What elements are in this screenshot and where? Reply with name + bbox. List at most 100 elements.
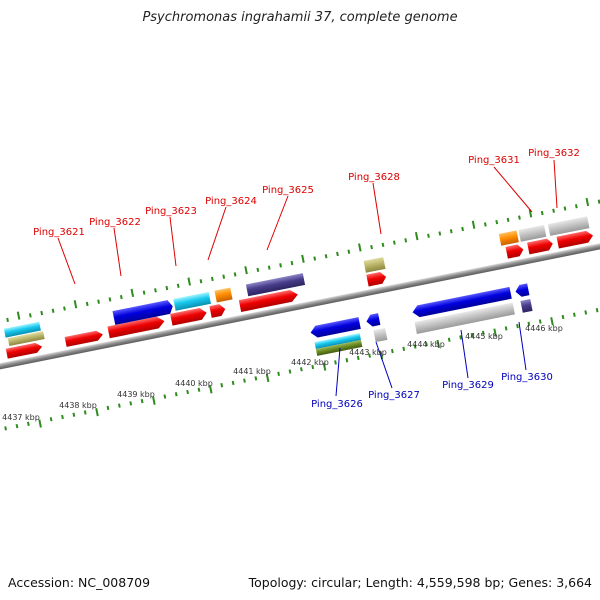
minor-tick [72, 412, 76, 417]
gene-box[interactable] [414, 302, 515, 334]
minor-tick [220, 383, 224, 388]
minor-tick [163, 394, 167, 399]
gene-label-ping-3629[interactable]: Ping_3629 [442, 380, 494, 391]
minor-tick [572, 312, 576, 317]
minor-tick [425, 342, 428, 347]
minor-tick [288, 369, 292, 374]
genome-summary-text: Topology: circular; Length: 4,559,598 bp… [248, 575, 592, 590]
minor-tick [106, 405, 110, 411]
minor-tick [63, 306, 66, 311]
gene-box[interactable] [518, 224, 547, 242]
gene-arrow[interactable] [5, 342, 43, 359]
gene-arrow[interactable] [514, 283, 530, 297]
minor-tick [402, 346, 406, 351]
gene-box[interactable] [373, 328, 388, 343]
scale-label: 4441 kbp [233, 367, 271, 376]
minor-tick [40, 310, 44, 316]
gene-arrow[interactable] [107, 315, 165, 339]
major-tick [73, 300, 78, 309]
gene-label-ping-3632[interactable]: Ping_3632 [528, 148, 580, 159]
gene-arrow[interactable] [238, 289, 299, 312]
gene-arrow[interactable] [411, 286, 512, 318]
gene-arrow[interactable] [309, 317, 361, 339]
minor-tick [427, 233, 430, 238]
genome-backbone [0, 236, 600, 376]
gene-label-ping-3630[interactable]: Ping_3630 [501, 372, 553, 383]
minor-tick [561, 314, 565, 320]
minor-tick [267, 265, 271, 270]
minor-tick [392, 240, 396, 245]
major-tick [322, 362, 327, 371]
gene-arrow[interactable] [527, 238, 554, 255]
minor-tick [347, 249, 351, 254]
major-tick [187, 277, 191, 286]
minor-tick [506, 217, 510, 223]
gene-arrow[interactable] [556, 230, 595, 249]
scale-label: 4442 kbp [291, 358, 329, 367]
minor-tick [324, 254, 328, 259]
minor-tick [165, 285, 169, 291]
minor-tick [256, 267, 260, 273]
minor-tick [574, 204, 578, 209]
gene-arrow[interactable] [505, 244, 525, 259]
minor-tick [538, 319, 542, 324]
gene-arrow[interactable] [209, 303, 226, 318]
minor-tick [6, 317, 9, 323]
scale-label: 4439 kbp [117, 390, 155, 399]
major-tick [16, 311, 21, 320]
minor-tick [368, 353, 371, 358]
gene-label-ping-3626[interactable]: Ping_3626 [311, 399, 363, 410]
major-tick [528, 209, 533, 218]
gene-box[interactable] [214, 287, 233, 303]
gene-label-ping-3627[interactable]: Ping_3627 [368, 390, 420, 401]
gene-box[interactable] [315, 340, 363, 356]
minor-tick [552, 208, 555, 213]
gene-arrow[interactable] [366, 271, 387, 287]
gene-label-ping-3624[interactable]: Ping_3624 [205, 196, 257, 207]
major-tick [301, 254, 305, 263]
minor-tick [336, 251, 339, 257]
gene-box[interactable] [363, 257, 386, 273]
gene-arrow[interactable] [112, 299, 175, 325]
gene-label-ping-3631[interactable]: Ping_3631 [468, 155, 520, 166]
minor-tick [438, 231, 442, 236]
minor-tick [518, 215, 521, 220]
gene-label-ping-3625[interactable]: Ping_3625 [262, 185, 314, 196]
minor-tick [516, 323, 519, 329]
gene-box[interactable] [7, 331, 45, 347]
minor-tick [85, 301, 89, 307]
major-tick [379, 351, 384, 360]
gene-box[interactable] [314, 333, 361, 350]
gene-box[interactable] [173, 291, 211, 311]
gene-label-ping-3623[interactable]: Ping_3623 [145, 206, 197, 217]
minor-tick [459, 335, 462, 340]
gene-arrow[interactable] [64, 330, 104, 347]
scale-label: 4444 kbp [407, 340, 445, 349]
gene-label-ping-3622[interactable]: Ping_3622 [89, 217, 141, 228]
minor-tick [142, 290, 146, 295]
major-tick [244, 266, 248, 275]
minor-tick [345, 358, 349, 363]
gene-label-ping-3628[interactable]: Ping_3628 [348, 172, 400, 183]
gene-box[interactable] [498, 230, 519, 246]
minor-tick [4, 426, 7, 431]
gene-arrow[interactable] [365, 313, 381, 327]
gene-box[interactable] [547, 216, 590, 236]
minor-tick [61, 414, 64, 420]
minor-tick [299, 367, 303, 372]
minor-tick [49, 417, 53, 422]
minor-tick [197, 387, 201, 392]
gene-box[interactable] [245, 273, 306, 297]
minor-tick [233, 272, 237, 277]
minor-tick [370, 244, 373, 250]
major-tick [95, 408, 99, 417]
gene-box[interactable] [520, 299, 533, 313]
gene-label-ping-3621[interactable]: Ping_3621 [33, 227, 85, 238]
minor-tick [174, 392, 178, 397]
minor-tick [461, 226, 464, 232]
minor-tick [540, 210, 544, 216]
gene-arrow[interactable] [170, 307, 208, 326]
gene-box[interactable] [3, 321, 41, 338]
minor-tick [243, 378, 246, 383]
